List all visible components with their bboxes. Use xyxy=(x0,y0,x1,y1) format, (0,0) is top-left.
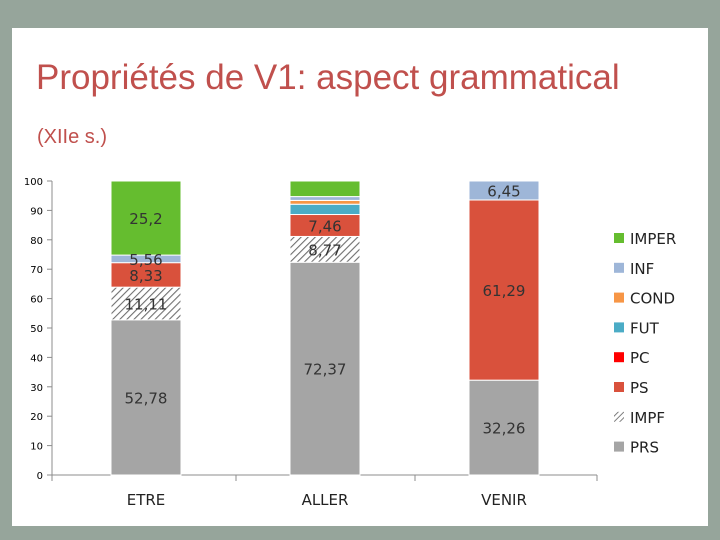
left-frame-band xyxy=(0,0,12,540)
bottom-frame-band xyxy=(0,526,720,540)
bar-aller-imper xyxy=(289,180,361,198)
data-label-etre-inf: 5,56 xyxy=(129,251,162,269)
legend-label-inf: INF xyxy=(630,260,654,278)
legend-label-cond: COND xyxy=(630,290,675,308)
data-label-etre-imper: 25,2 xyxy=(129,210,162,228)
y-tick-label: 50 xyxy=(30,324,43,335)
slide-subtitle: (XIIe s.) xyxy=(37,126,108,148)
legend-swatch-cond xyxy=(614,292,624,303)
x-tick-label-venir: VENIR xyxy=(481,491,527,509)
legend-swatch-impf xyxy=(614,411,624,422)
bar-venir-inf xyxy=(468,180,540,201)
slide-title: Propriétés de V1: aspect grammatical xyxy=(36,58,620,97)
data-label-venir-prs: 32,26 xyxy=(483,420,526,438)
x-tick-label-etre: ETRE xyxy=(127,491,166,509)
legend-label-impf: IMPF xyxy=(630,409,665,427)
y-tick-label: 70 xyxy=(30,265,43,276)
legend-swatch-pc xyxy=(614,352,624,363)
legend-swatch-ps xyxy=(614,382,624,392)
bar-aller-inf xyxy=(289,196,361,201)
data-label-aller-impf: 8,77 xyxy=(308,241,341,259)
bar-aller-cond xyxy=(289,199,361,205)
y-tick-label: 20 xyxy=(30,412,43,423)
legend-label-imper: IMPER xyxy=(630,230,676,248)
y-tick-label: 90 xyxy=(30,206,43,217)
x-tick-label-aller: ALLER xyxy=(302,491,349,509)
data-label-venir-inf: 6,45 xyxy=(487,182,520,200)
bar-aller-impf xyxy=(289,235,361,263)
y-tick-label: 40 xyxy=(30,353,43,364)
data-label-etre-prs: 52,78 xyxy=(125,389,168,407)
y-tick-label: 30 xyxy=(30,383,43,394)
bar-etre-imper xyxy=(110,180,182,256)
bar-aller-prs xyxy=(289,261,361,476)
data-label-venir-ps: 61,29 xyxy=(483,282,526,300)
bar-aller-fut xyxy=(289,203,361,216)
data-label-etre-impf: 11,11 xyxy=(125,295,168,313)
y-tick-label: 80 xyxy=(30,236,43,247)
legend-swatch-prs xyxy=(614,441,624,452)
top-frame-band xyxy=(0,0,720,28)
legend-swatch-inf xyxy=(614,262,624,273)
data-label-etre-ps: 8,33 xyxy=(129,267,162,285)
legend-swatch-fut xyxy=(614,322,624,333)
y-tick-label: 60 xyxy=(30,295,43,306)
y-tick-label: 10 xyxy=(30,442,43,453)
legend-label-pc: PC xyxy=(630,349,650,367)
legend-swatch-imper xyxy=(614,233,624,243)
bar-venir-ps xyxy=(468,199,540,381)
legend-label-fut: FUT xyxy=(630,319,660,337)
bar-etre-ps xyxy=(110,262,182,288)
legend-label-ps: PS xyxy=(630,379,649,397)
y-tick-label: 0 xyxy=(37,471,43,482)
data-label-aller-prs: 72,37 xyxy=(304,361,347,379)
y-tick-label: 100 xyxy=(24,177,43,188)
right-frame-band xyxy=(708,0,720,540)
data-label-aller-ps: 7,46 xyxy=(308,217,341,235)
legend-label-prs: PRS xyxy=(630,439,659,457)
